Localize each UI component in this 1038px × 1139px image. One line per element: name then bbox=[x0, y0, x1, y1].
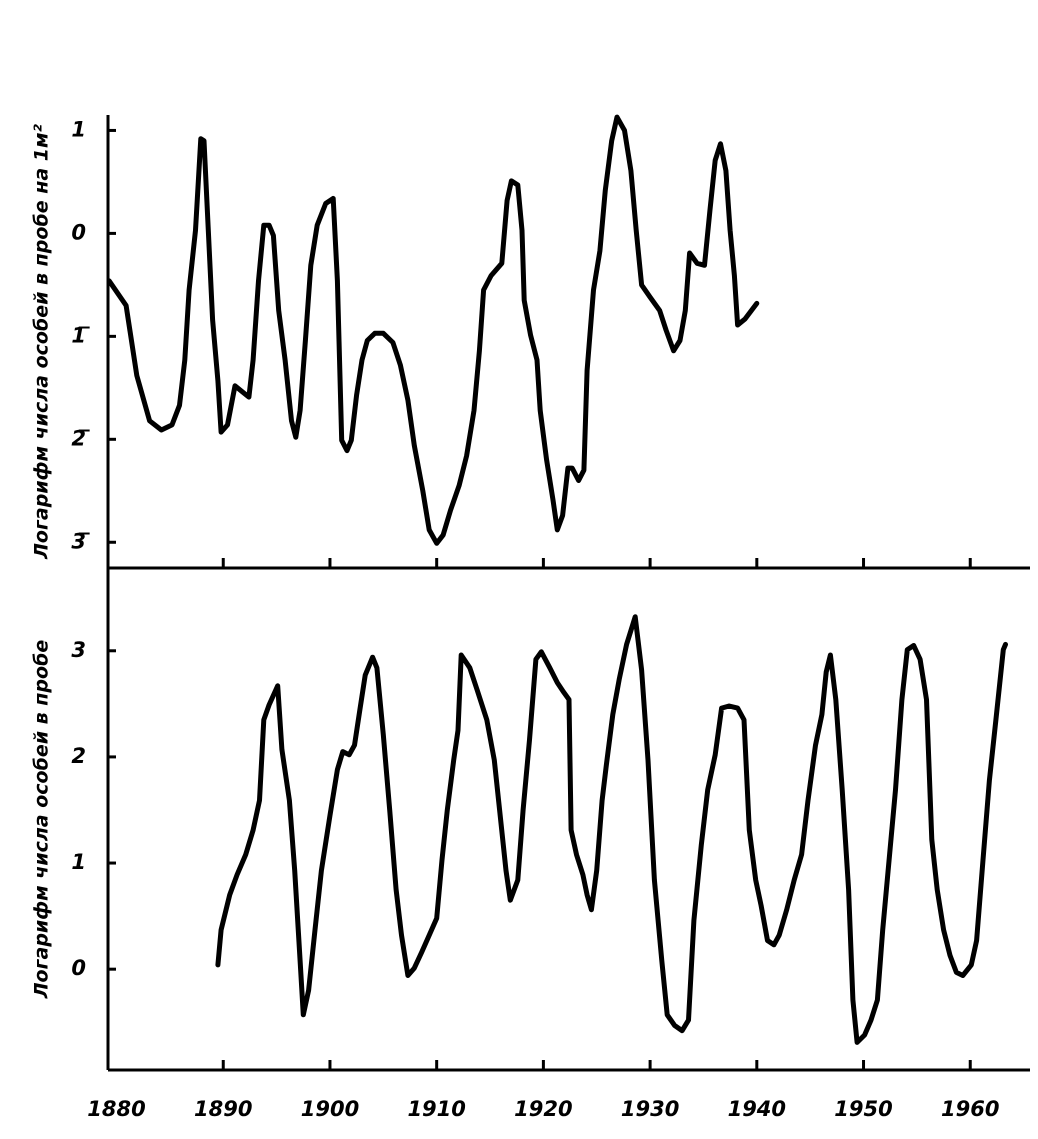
y-tick-label: 1 bbox=[71, 850, 86, 874]
y-tick-label: 3 bbox=[71, 638, 86, 662]
y-tick-label: 0 bbox=[71, 220, 86, 244]
x-tick-label: 1880 bbox=[87, 1097, 145, 1121]
y-axis-label: Логарифм числа особей в пробе bbox=[31, 640, 53, 1000]
data-line bbox=[106, 114, 760, 546]
y-tick-label: 1 bbox=[71, 117, 86, 141]
x-tick-label: 1940 bbox=[728, 1097, 786, 1121]
y-tick-label: 0 bbox=[71, 956, 86, 980]
y-tick-label: 3̅ bbox=[71, 529, 90, 553]
data-line bbox=[215, 614, 1008, 1045]
y-tick-label: 2 bbox=[71, 744, 86, 768]
y-tick-label: 2̅ bbox=[71, 426, 90, 450]
x-tick-label: 1900 bbox=[301, 1097, 359, 1121]
y-tick-label: 1̅ bbox=[71, 323, 90, 347]
x-tick-label: 1920 bbox=[514, 1097, 572, 1121]
x-tick-label: 1910 bbox=[407, 1097, 465, 1121]
y-axis-label: Логарифм числа особей в пробе на 1м² bbox=[31, 123, 53, 559]
x-tick-label: 1930 bbox=[621, 1097, 679, 1121]
x-tick-label: 1950 bbox=[834, 1097, 892, 1121]
x-tick-label: 1890 bbox=[194, 1097, 252, 1121]
x-tick-label: 1960 bbox=[941, 1097, 999, 1121]
